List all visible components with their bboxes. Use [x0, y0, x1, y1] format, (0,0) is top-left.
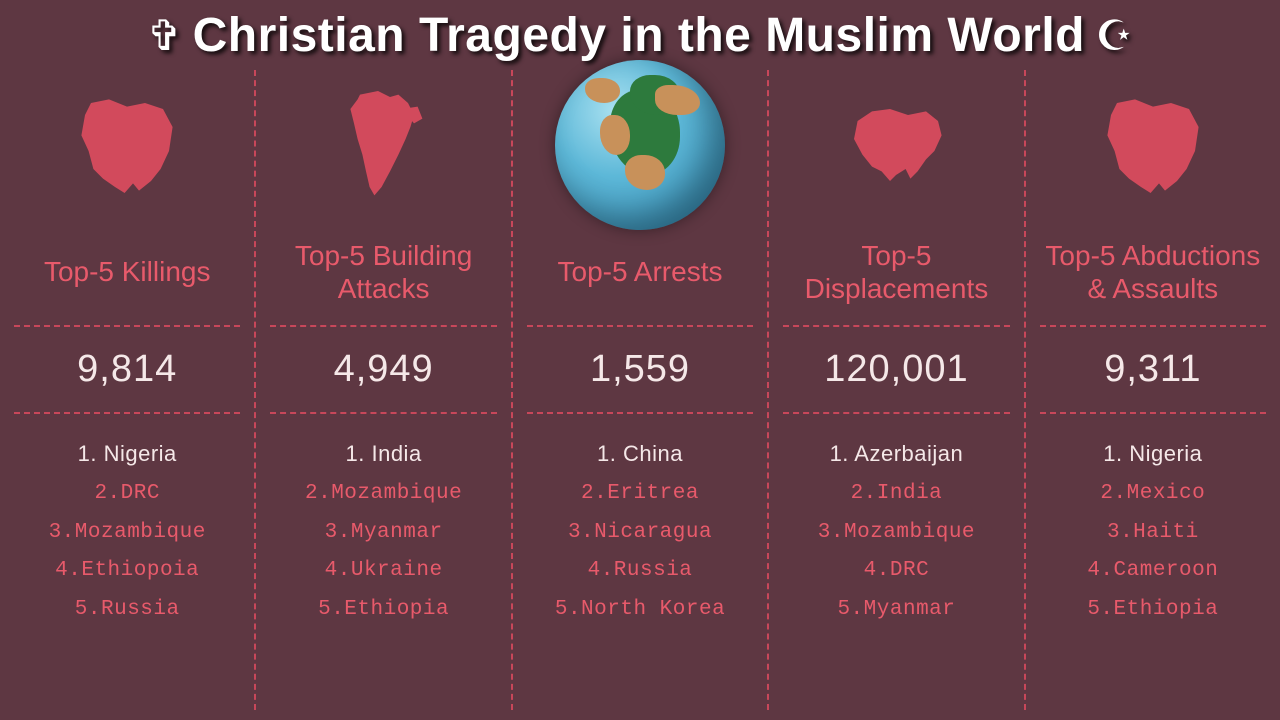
- category-title: Top-5 Displacements: [783, 220, 1009, 325]
- list-item: 2.Mozambique: [270, 475, 496, 514]
- cross-icon: ✞: [147, 11, 182, 60]
- list-item: 3.Mozambique: [14, 514, 240, 553]
- list-item: 3.Haiti: [1040, 514, 1266, 553]
- globe-icon: [555, 60, 725, 230]
- azerbaijan-shape-icon: [831, 85, 961, 205]
- country-list: 1. Nigeria 2.DRC 3.Mozambique 4.Ethiopoi…: [14, 414, 240, 630]
- crescent-icon: ☪: [1095, 11, 1133, 60]
- column-abductions: Top-5 Abductions & Assaults 9,311 1. Nig…: [1026, 70, 1280, 710]
- map-india: [270, 70, 496, 220]
- country-list: 1. Nigeria 2.Mexico 3.Haiti 4.Cameroon 5…: [1040, 414, 1266, 630]
- list-item: 4.Cameroon: [1040, 552, 1266, 591]
- list-item: 4.Russia: [527, 552, 753, 591]
- page-title: Christian Tragedy in the Muslim World: [193, 8, 1085, 63]
- category-title: Top-5 Arrests: [558, 220, 723, 325]
- list-item: 1. China: [527, 434, 753, 475]
- column-arrests: Top-5 Arrests 1,559 1. China 2.Eritrea 3…: [513, 70, 769, 710]
- list-item: 5.Ethiopia: [1040, 591, 1266, 630]
- list-item: 1. India: [270, 434, 496, 475]
- list-item: 2.India: [783, 475, 1009, 514]
- list-item: 5.Myanmar: [783, 591, 1009, 630]
- total-value: 4,949: [334, 327, 434, 412]
- total-value: 9,814: [77, 327, 177, 412]
- title-bar: ✞ Christian Tragedy in the Muslim World …: [0, 8, 1280, 63]
- list-item: 5.Russia: [14, 591, 240, 630]
- list-item: 2.Eritrea: [527, 475, 753, 514]
- category-title: Top-5 Abductions & Assaults: [1040, 220, 1266, 325]
- total-value: 1,559: [590, 327, 690, 412]
- map-nigeria: [1040, 70, 1266, 220]
- india-shape-icon: [319, 85, 449, 205]
- list-item: 3.Nicaragua: [527, 514, 753, 553]
- total-value: 9,311: [1104, 327, 1201, 412]
- nigeria-shape-icon: [1088, 85, 1218, 205]
- map-globe: [527, 70, 753, 220]
- map-nigeria: [14, 70, 240, 220]
- list-item: 5.Ethiopia: [270, 591, 496, 630]
- column-killings: Top-5 Killings 9,814 1. Nigeria 2.DRC 3.…: [0, 70, 256, 710]
- country-list: 1. India 2.Mozambique 3.Myanmar 4.Ukrain…: [270, 414, 496, 630]
- total-value: 120,001: [824, 327, 968, 412]
- columns-container: Top-5 Killings 9,814 1. Nigeria 2.DRC 3.…: [0, 70, 1280, 710]
- country-list: 1. Azerbaijan 2.India 3.Mozambique 4.DRC…: [783, 414, 1009, 630]
- list-item: 1. Nigeria: [1040, 434, 1266, 475]
- category-title: Top-5 Building Attacks: [270, 220, 496, 325]
- list-item: 2.DRC: [14, 475, 240, 514]
- list-item: 1. Azerbaijan: [783, 434, 1009, 475]
- list-item: 4.Ukraine: [270, 552, 496, 591]
- list-item: 5.North Korea: [527, 591, 753, 630]
- list-item: 4.DRC: [783, 552, 1009, 591]
- list-item: 4.Ethiopoia: [14, 552, 240, 591]
- nigeria-shape-icon: [62, 85, 192, 205]
- column-building-attacks: Top-5 Building Attacks 4,949 1. India 2.…: [256, 70, 512, 710]
- list-item: 3.Mozambique: [783, 514, 1009, 553]
- column-displacements: Top-5 Displacements 120,001 1. Azerbaija…: [769, 70, 1025, 710]
- country-list: 1. China 2.Eritrea 3.Nicaragua 4.Russia …: [527, 414, 753, 630]
- category-title: Top-5 Killings: [44, 220, 211, 325]
- list-item: 1. Nigeria: [14, 434, 240, 475]
- list-item: 3.Myanmar: [270, 514, 496, 553]
- map-azerbaijan: [783, 70, 1009, 220]
- list-item: 2.Mexico: [1040, 475, 1266, 514]
